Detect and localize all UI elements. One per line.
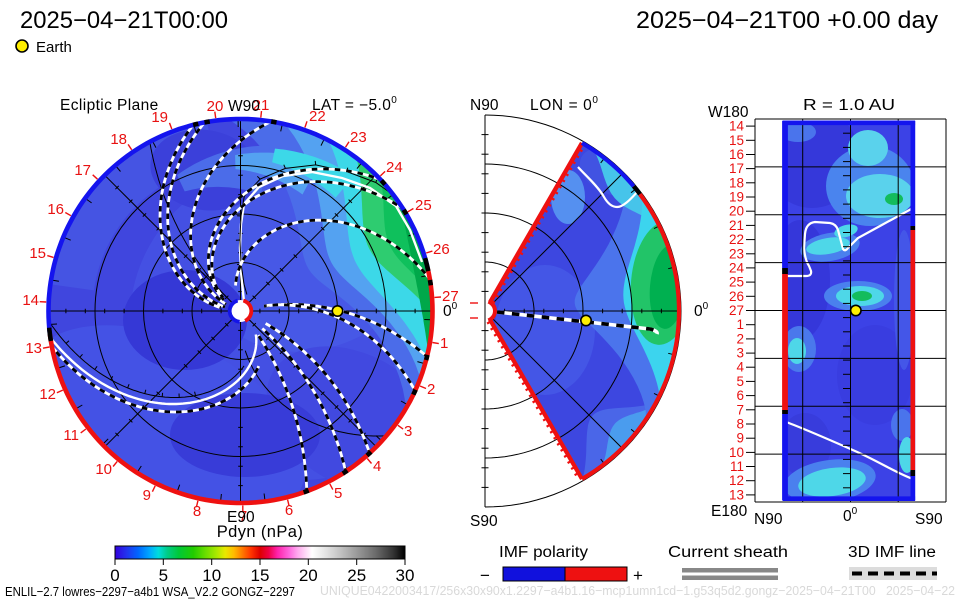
svg-text:UNIQUE0422003417/256x30x90x1.2: UNIQUE0422003417/256x30x90x1.2297−a4b1.1… — [320, 583, 955, 598]
svg-text:19: 19 — [151, 109, 168, 126]
svg-text:25: 25 — [729, 275, 744, 290]
svg-text:4: 4 — [373, 458, 381, 475]
svg-text:7: 7 — [736, 402, 744, 417]
svg-text:2025−04−21T00 +0.00 day: 2025−04−21T00 +0.00 day — [636, 7, 938, 34]
svg-text:25: 25 — [347, 566, 366, 585]
svg-text:25: 25 — [415, 197, 432, 214]
svg-text:19: 19 — [729, 190, 744, 205]
svg-text:23: 23 — [729, 246, 744, 261]
svg-text:26: 26 — [729, 289, 744, 304]
svg-text:LAT = −5.00: LAT = −5.00 — [312, 95, 397, 114]
svg-text:0: 0 — [110, 566, 119, 585]
svg-text:4: 4 — [736, 360, 744, 375]
svg-text:Ecliptic Plane: Ecliptic Plane — [60, 97, 159, 114]
svg-text:15: 15 — [29, 245, 46, 262]
svg-text:17: 17 — [74, 162, 91, 179]
svg-text:2: 2 — [427, 381, 435, 398]
svg-text:21: 21 — [253, 97, 270, 114]
svg-text:13: 13 — [729, 487, 744, 502]
svg-text:9: 9 — [736, 431, 744, 446]
svg-text:15: 15 — [251, 566, 270, 585]
svg-text:6: 6 — [285, 502, 293, 519]
svg-text:R = 1.0 AU: R = 1.0 AU — [803, 97, 895, 114]
svg-text:30: 30 — [396, 566, 415, 585]
svg-text:27: 27 — [442, 288, 459, 305]
svg-text:ENLIL−2.7 lowres−2297−a4b1 WSA: ENLIL−2.7 lowres−2297−a4b1 WSA_V2.2 GONG… — [5, 584, 295, 599]
svg-text:18: 18 — [729, 175, 744, 190]
svg-text:2: 2 — [736, 331, 744, 346]
svg-text:LON = 00: LON = 00 — [530, 95, 599, 114]
svg-text:14: 14 — [729, 119, 745, 134]
svg-text:00: 00 — [843, 506, 858, 525]
svg-text:+: + — [633, 566, 643, 585]
svg-text:6: 6 — [736, 388, 744, 403]
svg-text:E90: E90 — [227, 509, 255, 526]
svg-text:27: 27 — [729, 303, 744, 318]
svg-text:3: 3 — [736, 346, 744, 361]
svg-text:−: − — [480, 566, 490, 585]
svg-text:2025−04−21T00:00: 2025−04−21T00:00 — [20, 7, 228, 34]
svg-text:21: 21 — [729, 218, 744, 233]
svg-text:S90: S90 — [915, 511, 943, 528]
svg-text:00: 00 — [694, 301, 709, 320]
svg-text:5: 5 — [334, 485, 342, 502]
svg-text:22: 22 — [729, 232, 744, 247]
svg-text:Current sheath: Current sheath — [668, 544, 788, 561]
svg-text:00: 00 — [443, 301, 458, 320]
svg-text:1: 1 — [736, 317, 744, 332]
svg-text:5: 5 — [736, 374, 744, 389]
svg-text:12: 12 — [729, 473, 744, 488]
svg-text:18: 18 — [110, 131, 127, 148]
svg-text:20: 20 — [729, 204, 744, 219]
svg-text:IMF polarity: IMF polarity — [499, 544, 588, 561]
svg-text:E180: E180 — [711, 503, 748, 520]
svg-text:11: 11 — [63, 427, 79, 444]
svg-text:17: 17 — [729, 161, 744, 176]
svg-text:S90: S90 — [470, 513, 498, 530]
svg-text:26: 26 — [433, 241, 450, 258]
svg-text:16: 16 — [47, 201, 64, 218]
svg-text:5: 5 — [159, 566, 168, 585]
svg-text:24: 24 — [386, 159, 403, 176]
svg-text:8: 8 — [736, 417, 744, 432]
svg-text:14: 14 — [22, 292, 39, 309]
svg-text:7: 7 — [239, 508, 247, 525]
svg-text:Earth: Earth — [36, 39, 72, 56]
svg-text:Pdyn (nPa): Pdyn (nPa) — [217, 523, 304, 541]
svg-text:W90: W90 — [228, 98, 260, 115]
svg-text:20: 20 — [207, 98, 224, 115]
svg-text:3D IMF line: 3D IMF line — [848, 544, 936, 561]
svg-text:10: 10 — [729, 445, 744, 460]
svg-text:15: 15 — [729, 133, 744, 148]
svg-text:20: 20 — [299, 566, 318, 585]
svg-text:W180: W180 — [708, 104, 749, 121]
svg-text:10: 10 — [95, 461, 112, 478]
svg-text:16: 16 — [729, 147, 744, 162]
svg-text:N90: N90 — [470, 97, 499, 114]
svg-text:12: 12 — [39, 386, 56, 403]
svg-text:3: 3 — [404, 423, 412, 440]
svg-text:10: 10 — [202, 566, 221, 585]
svg-text:9: 9 — [143, 487, 151, 504]
svg-text:23: 23 — [350, 129, 367, 146]
svg-text:N90: N90 — [754, 511, 783, 528]
svg-text:13: 13 — [25, 340, 42, 357]
svg-text:1: 1 — [440, 335, 448, 352]
svg-text:11: 11 — [730, 459, 744, 474]
svg-text:22: 22 — [309, 108, 326, 125]
svg-text:8: 8 — [193, 503, 201, 520]
svg-text:24: 24 — [729, 260, 745, 275]
